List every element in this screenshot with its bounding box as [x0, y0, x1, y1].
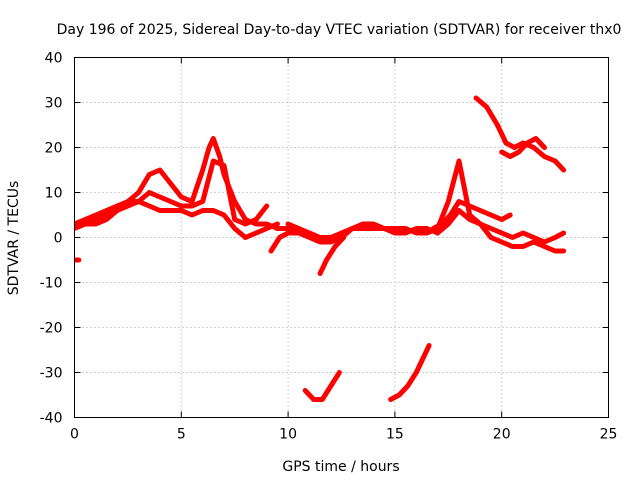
series-group: [74, 95, 567, 402]
series-arc-6: [285, 221, 441, 240]
y-tick-label: 10: [45, 186, 63, 202]
series-arc-14: [473, 95, 567, 173]
y-tick-label: -40: [40, 411, 63, 427]
y-tick-label: 40: [45, 51, 63, 67]
series-arc-9: [302, 370, 342, 402]
y-tick-label: 20: [45, 141, 63, 157]
series-arc-15: [499, 136, 547, 159]
x-axis-title: GPS time / hours: [282, 459, 399, 475]
y-tick-label: -30: [40, 366, 63, 382]
y-tick-label: 30: [45, 96, 63, 112]
series-arc-2: [74, 158, 270, 231]
series-arc-8: [317, 235, 347, 276]
series-arc-11: [424, 158, 567, 245]
x-tick-label: 25: [600, 427, 618, 443]
grid: [74, 57, 609, 418]
y-tick-label: -20: [40, 321, 63, 337]
x-tick-label: 0: [70, 427, 79, 443]
series-arc-12: [430, 199, 513, 231]
x-tick-label: 10: [279, 427, 297, 443]
series-arc-7: [268, 230, 302, 254]
series-arc-13: [435, 208, 567, 254]
y-tick-label: -10: [40, 276, 63, 292]
axis-ticks: [74, 57, 609, 418]
axis-tick-labels: 0 5 10 15 20 25 -40 -30 -20 -10 0 10 20 30 40: [40, 51, 618, 443]
y-axis-title: SDTVAR / TECUs: [6, 181, 22, 296]
x-tick-label: 15: [386, 427, 404, 443]
chart-title: Day 196 of 2025, Sidereal Day-to-day VTE…: [57, 22, 622, 38]
y-tick-label: 0: [54, 231, 63, 247]
series-arc-10: [388, 343, 432, 402]
series-arc-3: [82, 199, 280, 240]
x-tick-label: 20: [493, 427, 511, 443]
x-tick-label: 5: [177, 427, 186, 443]
